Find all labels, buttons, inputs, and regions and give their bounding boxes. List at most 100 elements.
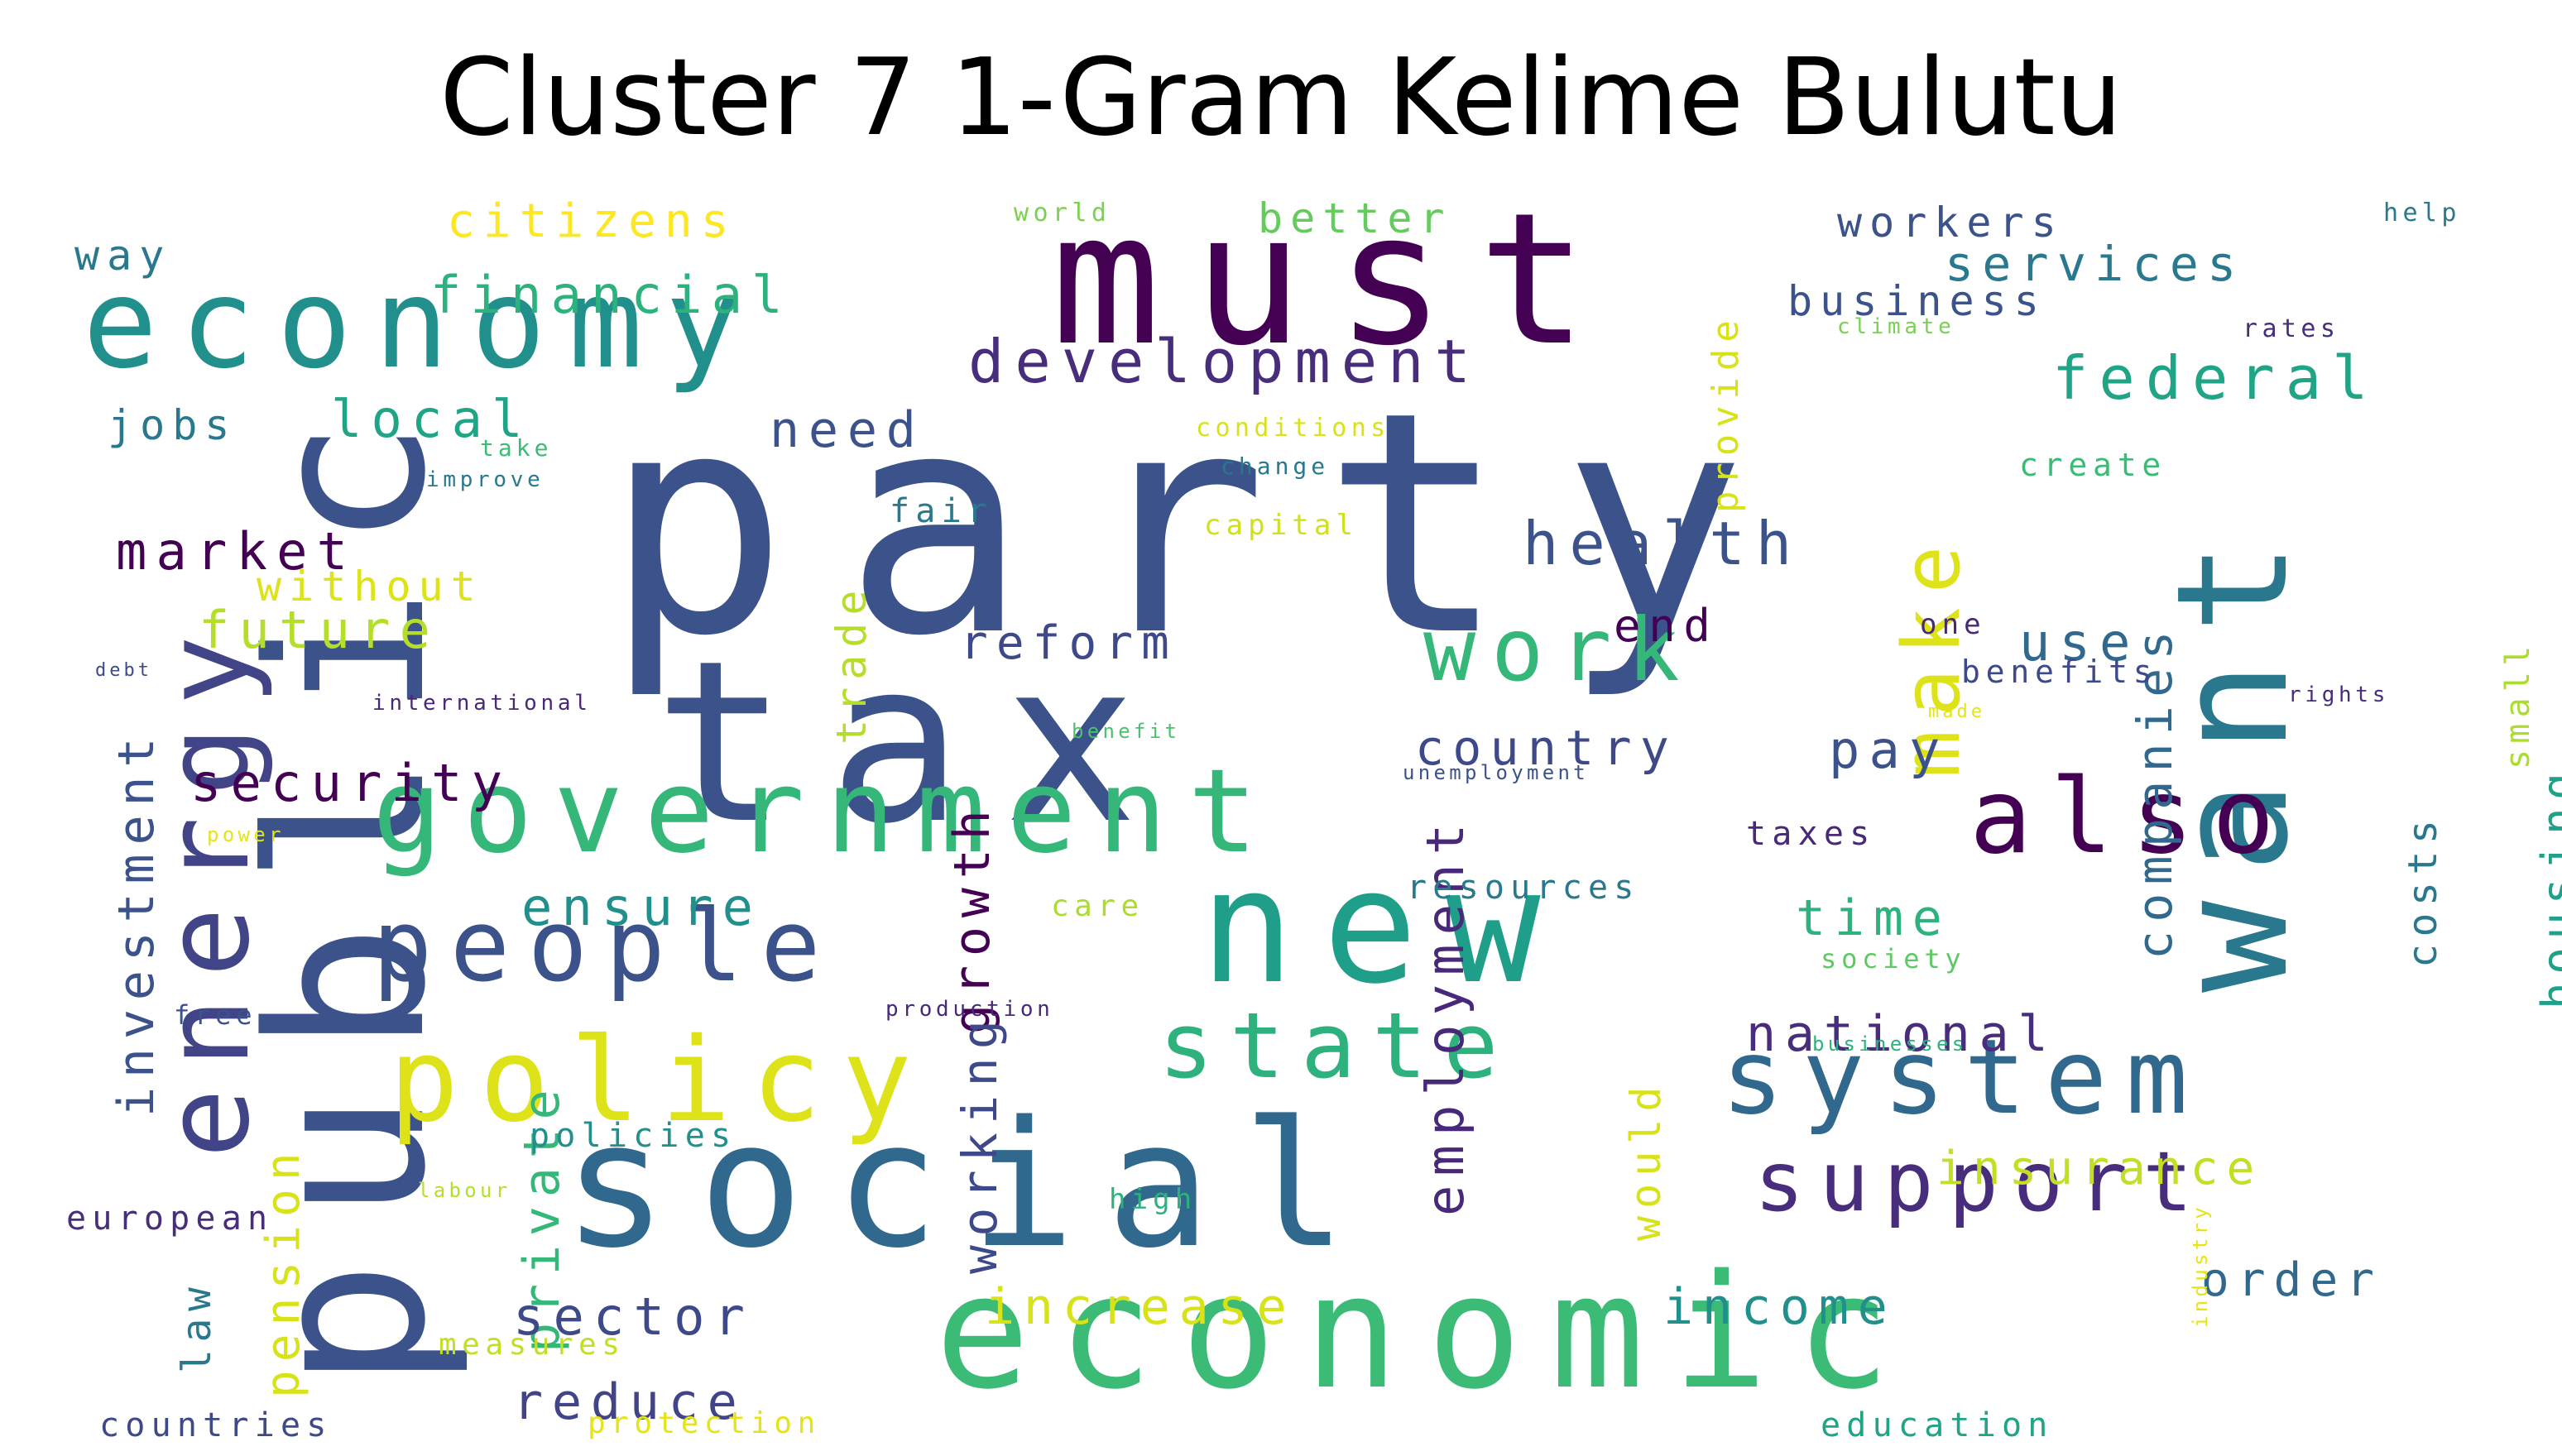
word-security: security	[190, 753, 511, 813]
word-insurance: insurance	[1936, 1142, 2262, 1195]
word-high: high	[1109, 1183, 1197, 1216]
word-time: time	[1796, 889, 1951, 947]
word-companies: companies	[2127, 622, 2183, 960]
word-make: make	[1887, 532, 1978, 778]
word-housing: housing	[2532, 765, 2562, 1009]
word-employment: employment	[1415, 815, 1475, 1216]
word-development: development	[968, 327, 1481, 396]
word-costs: costs	[2400, 813, 2446, 969]
word-work: work	[1423, 600, 1695, 701]
word-reform: reform	[960, 616, 1178, 670]
word-rights: rights	[2288, 682, 2389, 707]
word-want: want	[2143, 514, 2322, 993]
word-jobs: jobs	[108, 401, 237, 449]
word-power: power	[207, 823, 285, 846]
word-european: european	[66, 1200, 273, 1238]
word-way: way	[74, 232, 171, 280]
word-business: business	[1787, 277, 2046, 325]
word-sector: sector	[513, 1286, 754, 1347]
word-law: law	[174, 1281, 220, 1374]
word-workers: workers	[1837, 199, 2064, 247]
word-government: government	[372, 745, 1279, 879]
word-need: need	[770, 401, 925, 459]
word-reduce: reduce	[513, 1373, 746, 1431]
word-local: local	[331, 389, 532, 449]
figure-title: Cluster 7 1-Gram Kelime Bulutu	[439, 36, 2123, 160]
word-businesses: businesses	[1812, 1032, 1968, 1056]
word-must: must	[1051, 174, 1620, 386]
word-would: would	[1622, 1079, 1670, 1241]
word-resources: resources	[1407, 869, 1640, 907]
word-education: education	[1821, 1406, 2054, 1444]
word-debt: debt	[95, 660, 152, 681]
word-social: social	[563, 1084, 1378, 1286]
word-public: public	[223, 381, 473, 1390]
word-conditions: conditions	[1196, 414, 1390, 443]
word-care: care	[1051, 889, 1144, 923]
word-support: support	[1754, 1133, 2207, 1230]
word-labour: labour	[418, 1179, 511, 1202]
word-ensure: ensure	[521, 877, 762, 937]
word-rates: rates	[2243, 314, 2339, 343]
word-health: health	[1523, 509, 1802, 578]
word-income: income	[1663, 1278, 1897, 1336]
word-market: market	[116, 521, 357, 582]
word-policy: policy	[389, 1013, 933, 1148]
word-small: small	[2499, 640, 2537, 769]
word-economic: economic	[935, 1241, 1919, 1424]
word-tax: tax	[654, 612, 1178, 873]
word-order: order	[2201, 1253, 2382, 1307]
word-one: one	[1920, 608, 1986, 641]
word-services: services	[1945, 236, 2245, 292]
word-provide: provide	[1705, 314, 1747, 513]
word-pension: pension	[257, 1144, 310, 1398]
word-investment: investment	[108, 729, 166, 1117]
word-also: also	[1969, 757, 2293, 877]
word-free: free	[174, 999, 257, 1031]
word-growth: growth	[943, 801, 1001, 1034]
word-protection: protection	[588, 1406, 821, 1440]
word-increase: increase	[985, 1278, 1295, 1336]
word-use: use	[2019, 612, 2140, 673]
word-system: system	[1721, 1018, 2207, 1138]
word-production: production	[885, 997, 1054, 1022]
word-take: take	[480, 434, 552, 462]
word-world: world	[1014, 199, 1111, 228]
word-party: party	[604, 347, 1802, 703]
word-country: country	[1415, 720, 1677, 776]
word-help: help	[2383, 199, 2461, 228]
word-unemployment: unemployment	[1403, 761, 1589, 784]
word-economy: economy	[83, 252, 762, 396]
word-energy: energy	[141, 615, 276, 1158]
word-without: without	[257, 563, 483, 611]
word-taxes: taxes	[1746, 815, 1875, 853]
word-federal: federal	[2052, 343, 2378, 413]
word-new: new	[1200, 836, 1569, 1018]
word-future: future	[199, 600, 439, 660]
word-capital: capital	[1204, 509, 1358, 542]
word-better: better	[1258, 194, 1452, 242]
word-industry: industry	[2189, 1204, 2212, 1328]
word-change: change	[1221, 453, 1329, 480]
word-trade: trade	[828, 582, 876, 745]
word-people: people	[372, 889, 838, 1004]
word-citizens: citizens	[447, 194, 737, 248]
word-pay: pay	[1829, 720, 1950, 780]
word-international: international	[372, 691, 592, 716]
word-fair: fair	[890, 492, 993, 530]
word-financial: financial	[430, 265, 792, 325]
word-create: create	[2019, 447, 2166, 483]
word-policies: policies	[530, 1117, 736, 1155]
word-measures: measures	[439, 1328, 625, 1362]
word-improve: improve	[426, 467, 544, 492]
word-countries: countries	[99, 1406, 333, 1444]
word-state: state	[1159, 993, 1514, 1099]
word-society: society	[1821, 943, 1965, 975]
word-benefits: benefits	[1961, 654, 2157, 690]
word-working: working	[952, 1012, 1008, 1274]
word-national: national	[1746, 1005, 2056, 1063]
word-benefit: benefit	[1072, 720, 1180, 743]
word-end: end	[1614, 600, 1719, 652]
